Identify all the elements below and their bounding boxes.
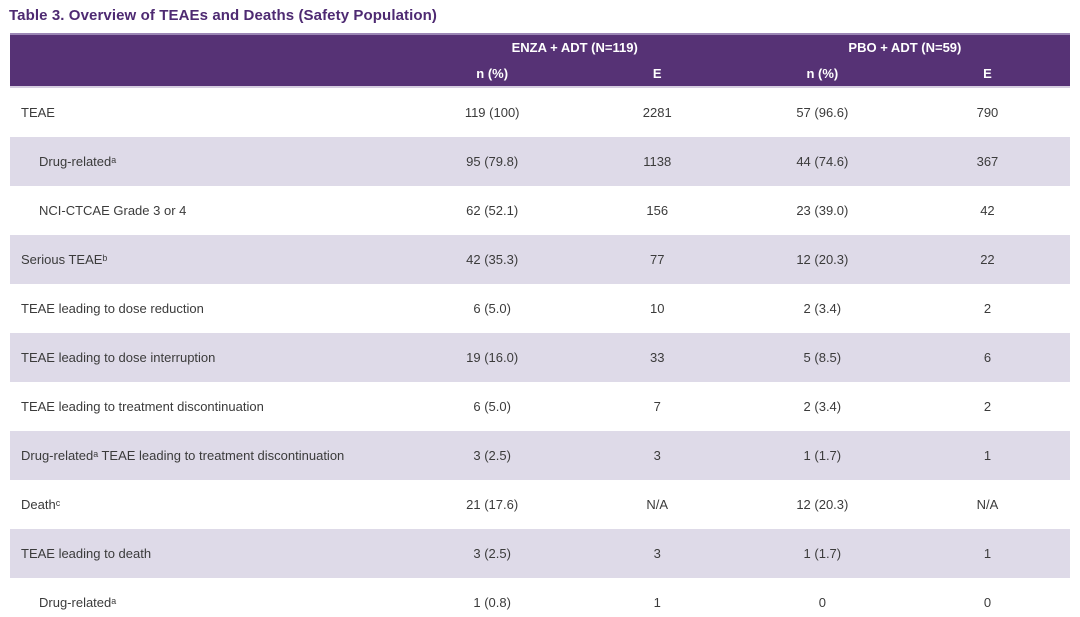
cell-value: 6 <box>904 333 1070 382</box>
cell-value: 0 <box>904 578 1070 617</box>
cell-value: 77 <box>574 235 740 284</box>
table-row: TEAE leading to dose interruption 19 (16.… <box>10 333 1070 382</box>
cell-value: 0 <box>739 578 905 617</box>
column-group-pbo: PBO + ADT (N=59) <box>739 33 1070 60</box>
cell-value: 3 <box>574 431 740 480</box>
table-row: Serious TEAEᵇ 42 (35.3) 77 12 (20.3) 22 <box>10 235 1070 284</box>
cell-value: 33 <box>574 333 740 382</box>
cell-value: 6 (5.0) <box>409 284 575 333</box>
cell-value: 6 (5.0) <box>409 382 575 431</box>
cell-value: 3 <box>574 529 740 578</box>
row-label: Drug-relatedᵃ TEAE leading to treatment … <box>10 431 410 480</box>
cell-value: 1138 <box>574 137 740 186</box>
row-label: TEAE leading to dose reduction <box>10 284 410 333</box>
cell-value: 5 (8.5) <box>739 333 905 382</box>
cell-value: 1 (0.8) <box>409 578 575 617</box>
subheader-enza-e: E <box>574 60 740 88</box>
table-row: Drug-relatedᵃ 1 (0.8) 1 0 0 <box>10 578 1070 617</box>
row-label: TEAE leading to death <box>10 529 410 578</box>
cell-value: 1 <box>904 431 1070 480</box>
table-row: TEAE 119 (100) 2281 57 (96.6) 790 <box>10 87 1070 137</box>
cell-value: 1 (1.7) <box>739 431 905 480</box>
header-corner-cell <box>10 33 410 60</box>
row-label: Drug-relatedᵃ <box>10 578 410 617</box>
subheader-empty-cell <box>10 60 410 88</box>
table-row: Drug-relatedᵃ TEAE leading to treatment … <box>10 431 1070 480</box>
row-label: TEAE leading to dose interruption <box>10 333 410 382</box>
cell-value: 12 (20.3) <box>739 235 905 284</box>
cell-value: 1 <box>574 578 740 617</box>
table-row: Deathᶜ 21 (17.6) N/A 12 (20.3) N/A <box>10 480 1070 529</box>
subheader-enza-n-pct: n (%) <box>409 60 575 88</box>
cell-value: 2281 <box>574 87 740 137</box>
group-header-row: ENZA + ADT (N=119) PBO + ADT (N=59) <box>10 33 1070 60</box>
table-title: Table 3. Overview of TEAEs and Deaths (S… <box>9 7 438 24</box>
cell-value: 22 <box>904 235 1070 284</box>
cell-value: 21 (17.6) <box>409 480 575 529</box>
cell-value: 119 (100) <box>409 87 575 137</box>
cell-value: 1 (1.7) <box>739 529 905 578</box>
cell-value: 7 <box>574 382 740 431</box>
cell-value: 790 <box>904 87 1070 137</box>
sub-header-row: n (%) E n (%) E <box>10 60 1070 88</box>
table-body: TEAE 119 (100) 2281 57 (96.6) 790 Drug-relate… <box>10 87 1070 617</box>
row-label: Drug-relatedᵃ <box>10 137 410 186</box>
table-row: NCI-CTCAE Grade 3 or 4 62 (52.1) 156 23 (39… <box>10 186 1070 235</box>
table-row: TEAE leading to treatment discontinuatio… <box>10 382 1070 431</box>
cell-value: 2 (3.4) <box>739 284 905 333</box>
cell-value: 23 (39.0) <box>739 186 905 235</box>
table-row: Drug-relatedᵃ 95 (79.8) 1138 44 (74.6) 367 <box>10 137 1070 186</box>
row-label: Deathᶜ <box>10 480 410 529</box>
cell-value: 44 (74.6) <box>739 137 905 186</box>
cell-value: 42 <box>904 186 1070 235</box>
table-row: TEAE leading to death 3 (2.5) 3 1 (1.7) 1 <box>10 529 1070 578</box>
cell-value: 42 (35.3) <box>409 235 575 284</box>
row-label: TEAE <box>10 87 410 137</box>
cell-value: N/A <box>904 480 1070 529</box>
cell-value: 57 (96.6) <box>739 87 905 137</box>
safety-table: ENZA + ADT (N=119) PBO + ADT (N=59) n (%… <box>10 33 1070 617</box>
cell-value: 1 <box>904 529 1070 578</box>
cell-value: 156 <box>574 186 740 235</box>
cell-value: 62 (52.1) <box>409 186 575 235</box>
column-group-enza: ENZA + ADT (N=119) <box>409 33 740 60</box>
table-row: TEAE leading to dose reduction 6 (5.0) 10 2… <box>10 284 1070 333</box>
cell-value: 2 <box>904 382 1070 431</box>
cell-value: 19 (16.0) <box>409 333 575 382</box>
cell-value: 2 <box>904 284 1070 333</box>
row-label: NCI-CTCAE Grade 3 or 4 <box>10 186 410 235</box>
cell-value: 10 <box>574 284 740 333</box>
row-label: TEAE leading to treatment discontinuatio… <box>10 382 410 431</box>
cell-value: N/A <box>574 480 740 529</box>
cell-value: 367 <box>904 137 1070 186</box>
table-header: ENZA + ADT (N=119) PBO + ADT (N=59) n (%… <box>10 33 1070 88</box>
cell-value: 95 (79.8) <box>409 137 575 186</box>
cell-value: 12 (20.3) <box>739 480 905 529</box>
row-label: Serious TEAEᵇ <box>10 235 410 284</box>
subheader-pbo-e: E <box>904 60 1070 88</box>
cell-value: 3 (2.5) <box>409 529 575 578</box>
cell-value: 3 (2.5) <box>409 431 575 480</box>
cell-value: 2 (3.4) <box>739 382 905 431</box>
subheader-pbo-n-pct: n (%) <box>739 60 905 88</box>
